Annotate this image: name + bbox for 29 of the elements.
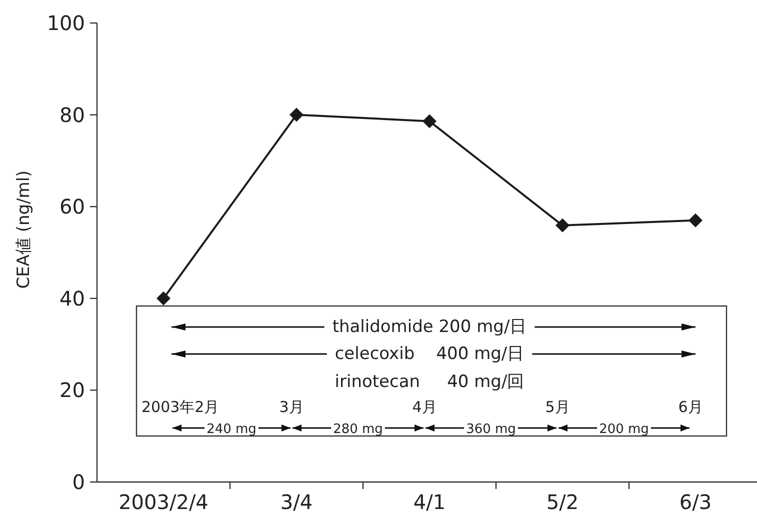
annotation: 280 mg <box>333 422 383 437</box>
y-tick-label: 100 <box>46 11 85 35</box>
annotation: 240 mg <box>206 422 256 437</box>
point <box>290 108 304 122</box>
y-tick-label: 60 <box>60 194 85 219</box>
annotation: 4月 <box>412 398 437 416</box>
y-axis-title: CEA値 (ng/ml) <box>14 170 34 289</box>
annotation: 6月 <box>678 398 703 416</box>
x-tick-label: 5/2 <box>546 490 579 514</box>
annotation: 360 mg <box>466 422 516 437</box>
y-tick-label: 20 <box>60 378 85 402</box>
annotation: 3月 <box>279 398 304 416</box>
x-tick-label: 2003/2/4 <box>118 490 208 514</box>
point <box>422 114 436 128</box>
annotation: thalidomide 200 mg/日 <box>332 317 527 337</box>
point <box>556 218 570 232</box>
x-tick-label: 6/3 <box>679 490 712 514</box>
point <box>688 213 702 228</box>
point <box>156 291 170 306</box>
annotation: 200 mg <box>599 422 649 437</box>
x-tick-label: 4/1 <box>413 490 446 514</box>
y-tick-label: 40 <box>60 286 85 310</box>
annotation: 2003年2月 <box>142 398 220 416</box>
y-tick-label: 0 <box>72 470 85 494</box>
annotation: 5月 <box>545 398 570 416</box>
y-tick-label: 80 <box>60 102 85 127</box>
annotation: irinotecan 40 mg/回 <box>334 372 524 392</box>
x-tick-label: 3/4 <box>280 490 313 514</box>
annotation: celecoxib 400 mg/日 <box>334 344 524 364</box>
